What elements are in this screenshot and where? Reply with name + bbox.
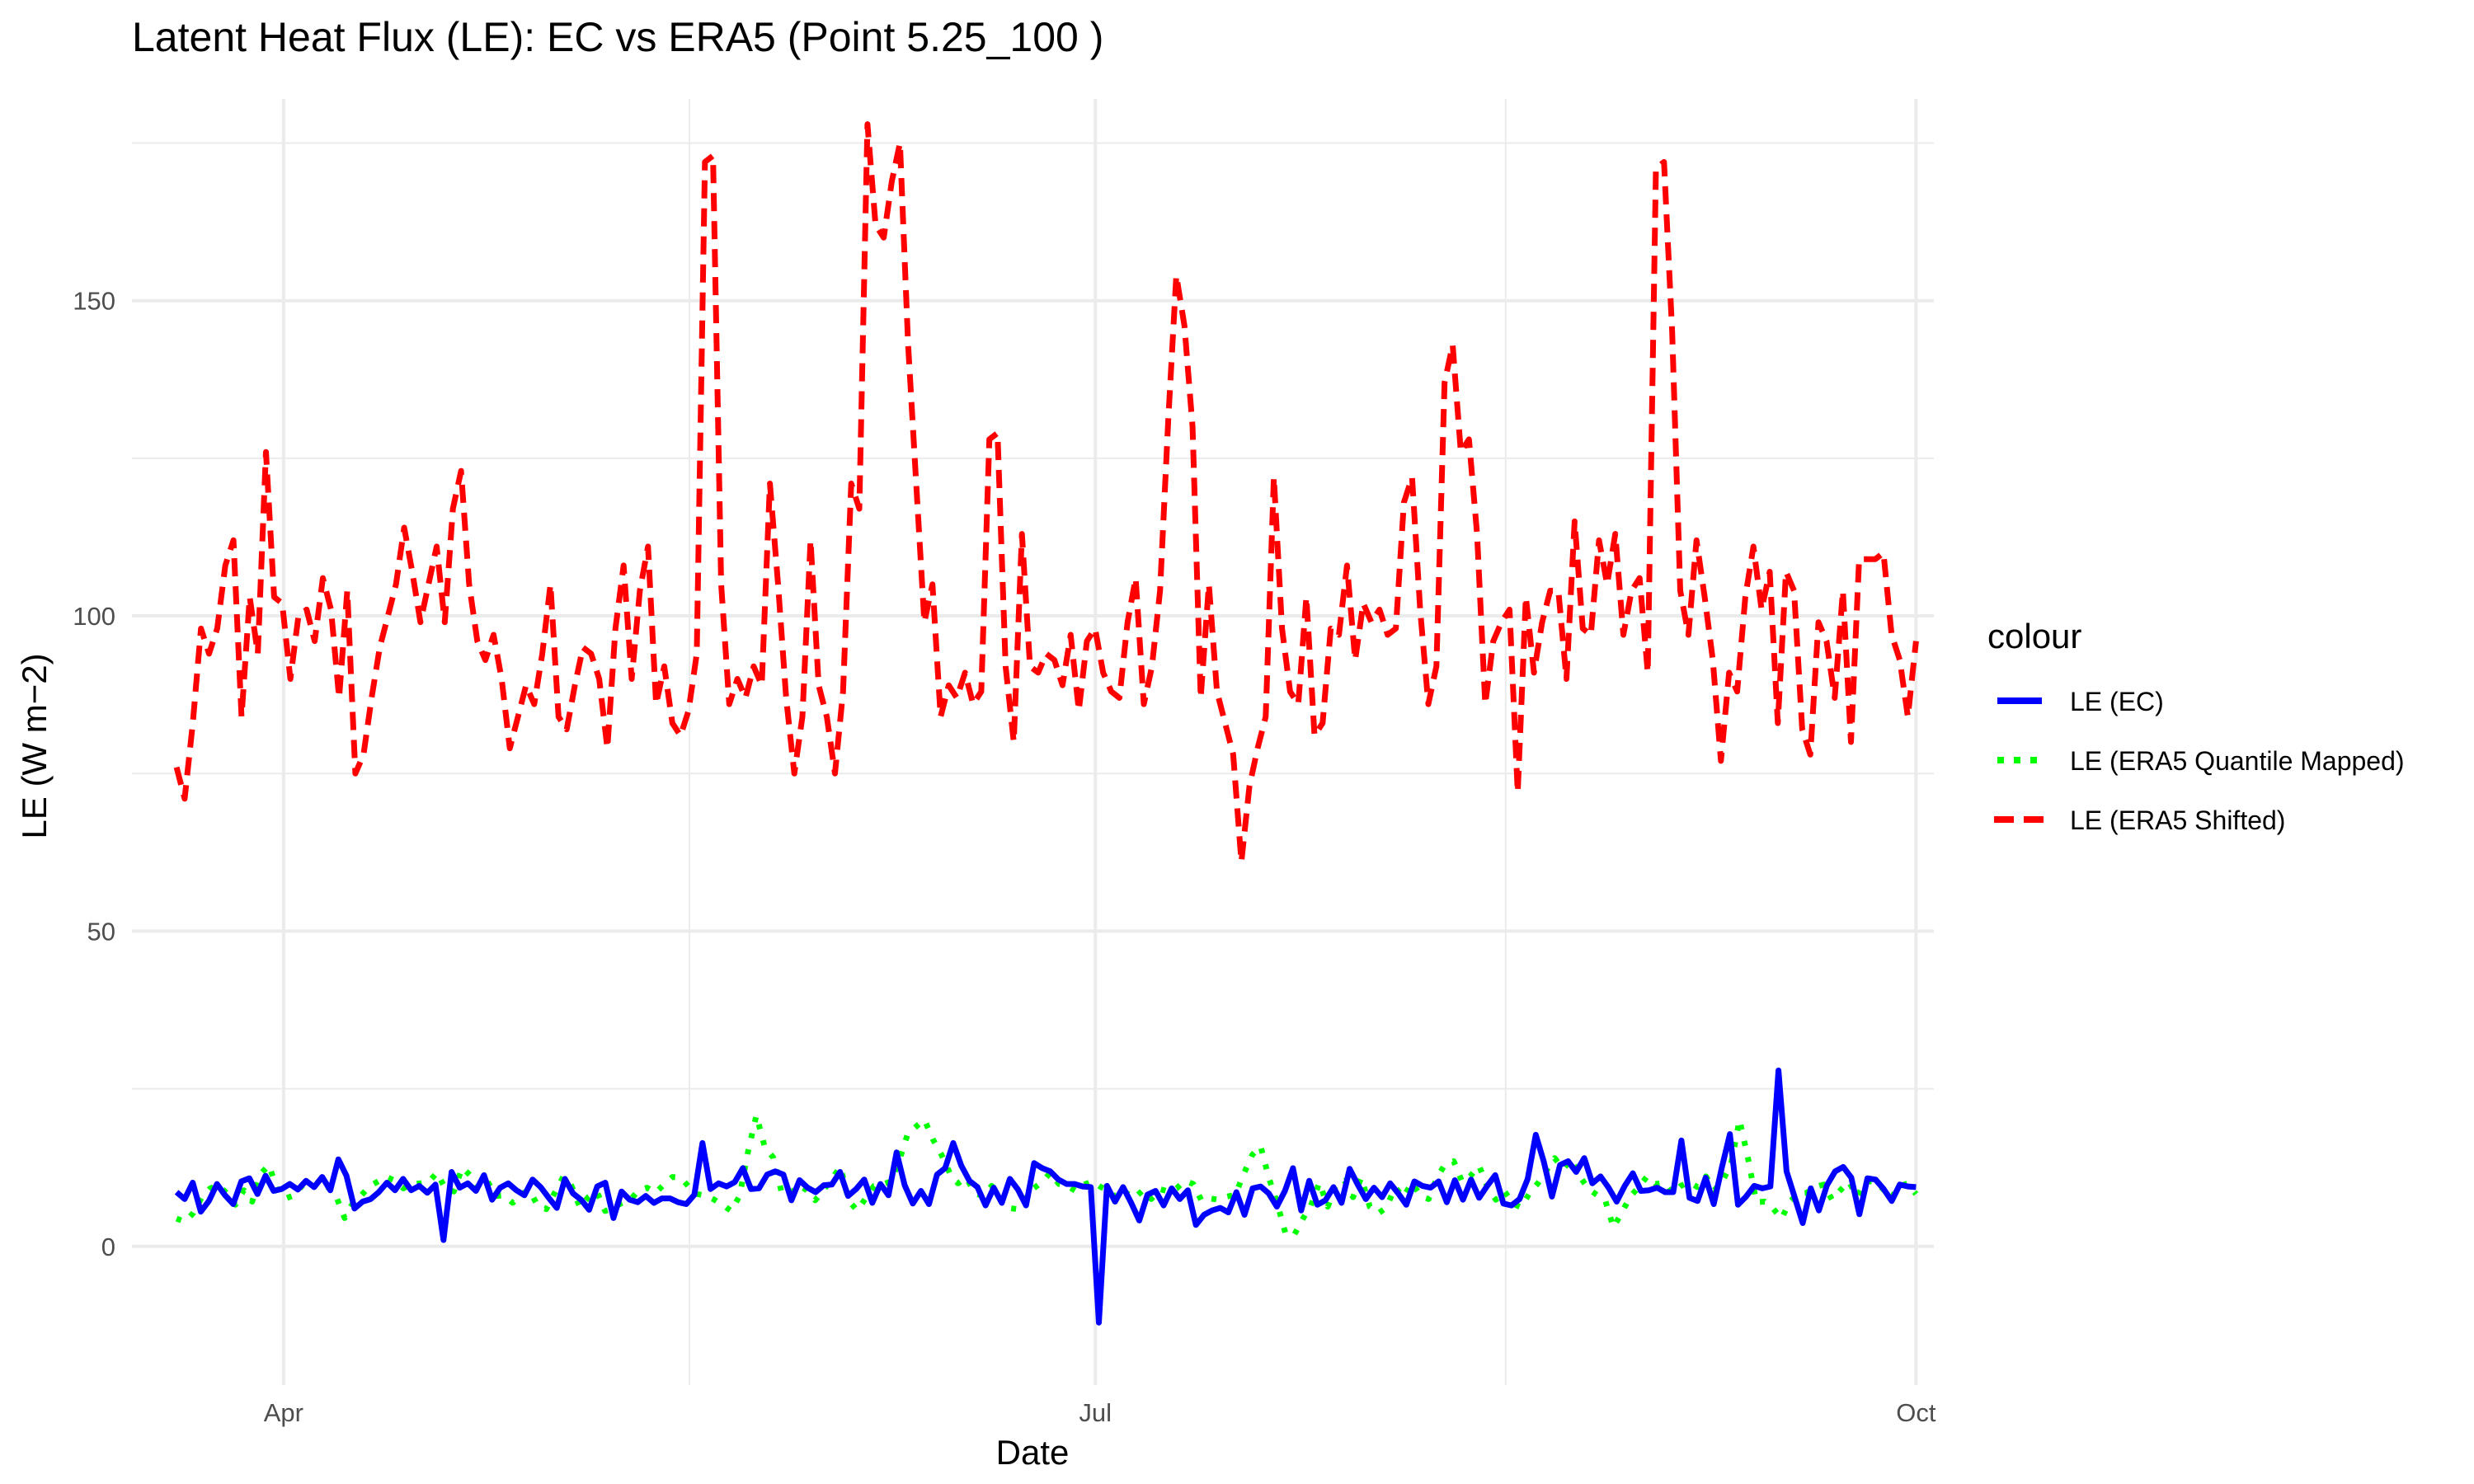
legend-label-ec: LE (EC)	[2070, 687, 2164, 716]
axis-ticks: 0 50 100 150 Apr Jul Oct	[73, 287, 1936, 1427]
x-axis-title: Date	[996, 1433, 1070, 1472]
series-line-le-ec	[174, 1067, 1917, 1326]
legend-item-quantile-mapped: LE (ERA5 Quantile Mapped)	[1997, 746, 2405, 776]
y-axis-title: LE (W m−2)	[15, 653, 54, 838]
legend-label-shifted: LE (ERA5 Shifted)	[2070, 805, 2285, 835]
x-tick-label: Oct	[1896, 1398, 1936, 1427]
x-tick-label: Jul	[1079, 1398, 1112, 1427]
gridlines	[132, 99, 1934, 1385]
series-line-le-era5-quantile-mapped	[175, 1112, 1919, 1238]
y-tick-label: 0	[101, 1233, 115, 1261]
x-tick-label: Apr	[264, 1398, 303, 1427]
legend-item-shifted: LE (ERA5 Shifted)	[1994, 805, 2285, 835]
legend-item-ec: LE (EC)	[1997, 687, 2164, 716]
y-tick-label: 150	[73, 287, 115, 316]
series-lines	[173, 121, 1919, 1326]
series-line-le-era5-shifted	[173, 121, 1919, 865]
legend: colour LE (EC) LE (ERA5 Quantile Mapped)…	[1987, 617, 2405, 835]
legend-title: colour	[1987, 617, 2081, 655]
y-tick-label: 50	[87, 917, 115, 946]
chart-title: Latent Heat Flux (LE): EC vs ERA5 (Point…	[132, 14, 1103, 60]
y-tick-label: 100	[73, 602, 115, 631]
legend-label-quantile-mapped: LE (ERA5 Quantile Mapped)	[2070, 746, 2405, 776]
